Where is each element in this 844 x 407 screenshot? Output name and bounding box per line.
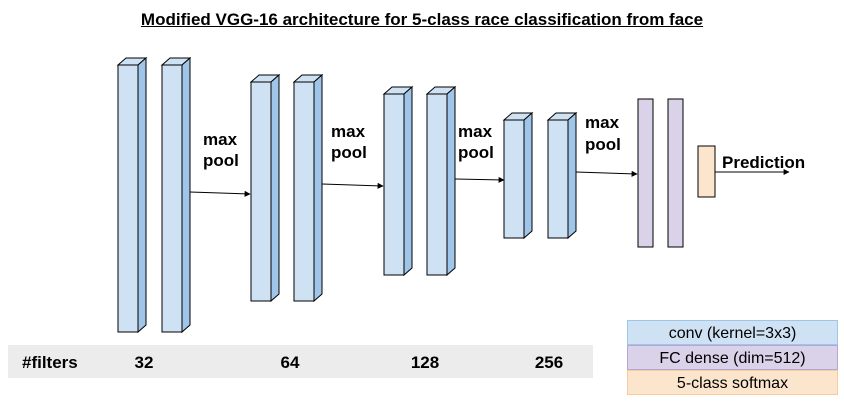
pool-label-1-line2: pool — [203, 151, 239, 170]
arrow-pool-1 — [189, 190, 251, 197]
filters-label: #filters — [22, 353, 78, 372]
conv-layer-3a — [382, 85, 414, 277]
legend-fc-dense: FC dense (dim=512) — [627, 345, 838, 370]
conv-layer-2a — [249, 73, 281, 303]
pool-label-2-line2: pool — [331, 143, 367, 162]
legend-softmax: 5-class softmax — [627, 370, 838, 395]
filters-row-background — [8, 345, 593, 378]
prediction-label: Prediction — [722, 153, 805, 172]
pool-label-3-line2: pool — [458, 143, 494, 162]
filter-count-64: 64 — [280, 353, 300, 372]
filter-count-32: 32 — [134, 353, 154, 372]
arrow-pool-2 — [321, 182, 384, 189]
arrow-pool-4 — [575, 170, 638, 177]
conv-layer-4a — [502, 111, 534, 240]
pool-label-2-line1: max — [331, 122, 366, 141]
diagram-title: Modified VGG-16 architecture for 5-class… — [140, 10, 704, 29]
conv-layer-4b — [546, 111, 578, 240]
softmax-layer — [697, 145, 716, 198]
fc-layer-1 — [637, 98, 654, 248]
pool-label-1-line1: max — [203, 130, 238, 149]
fc-layer-2 — [667, 98, 684, 248]
arrow-pool-3 — [454, 176, 505, 183]
filter-count-128: 128 — [410, 353, 440, 372]
legend-conv: conv (kernel=3x3) — [627, 320, 838, 345]
conv-layer-1b — [160, 56, 192, 334]
filter-count-256: 256 — [534, 353, 564, 372]
conv-layer-1a — [116, 56, 148, 334]
conv-layer-3b — [425, 85, 457, 277]
pool-label-4-line1: max — [585, 113, 620, 132]
pool-label-3-line1: max — [458, 122, 493, 141]
conv-layer-2b — [292, 73, 324, 303]
pool-label-4-line2: pool — [585, 135, 621, 154]
